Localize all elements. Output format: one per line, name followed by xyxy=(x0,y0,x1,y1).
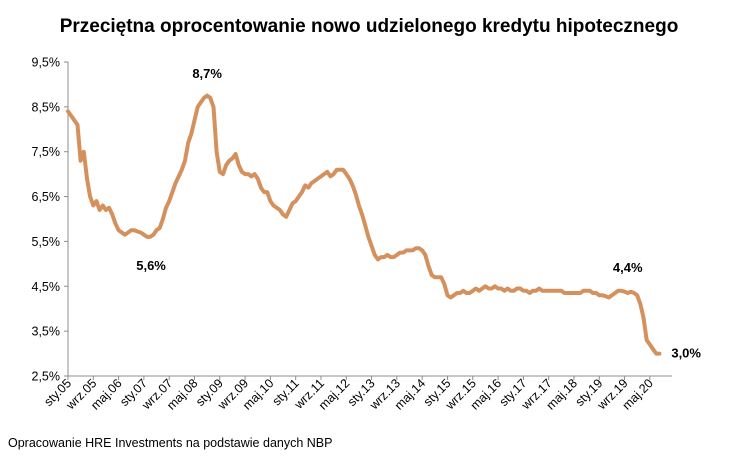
y-tick-label: 7,5% xyxy=(32,145,61,159)
y-tick-label: 3,5% xyxy=(32,325,61,339)
series-line xyxy=(66,93,662,356)
data-label: 5,6% xyxy=(136,258,166,273)
data-label: 4,4% xyxy=(613,260,643,275)
data-label: 3,0% xyxy=(671,346,701,361)
y-tick-label: 2,5% xyxy=(32,370,61,384)
x-tick-labels: sty.05wrz.05maj.06sty.07wrz.07maj.08sty.… xyxy=(41,376,656,413)
y-tick-label: 9,5% xyxy=(32,56,61,70)
y-tick-label: 4,5% xyxy=(32,280,61,294)
y-tick-label: 8,5% xyxy=(32,100,61,114)
y-tick-label: 6,5% xyxy=(32,190,61,204)
data-annotations: 8,7% 5,6% 4,4% 3,0% xyxy=(136,66,701,361)
data-label: 8,7% xyxy=(192,66,222,81)
y-tick-label: 5,5% xyxy=(32,235,61,249)
chart-title: Przeciętna oprocentowanie nowo udzielone… xyxy=(59,16,679,37)
y-tick-labels: 2,5% 3,5% 4,5% 5,5% 6,5% 7,5% 8,5% 9,5% xyxy=(32,56,68,384)
chart-axes xyxy=(67,62,672,377)
source-note: Opracowanie HRE Investments na podstawie… xyxy=(8,436,333,450)
